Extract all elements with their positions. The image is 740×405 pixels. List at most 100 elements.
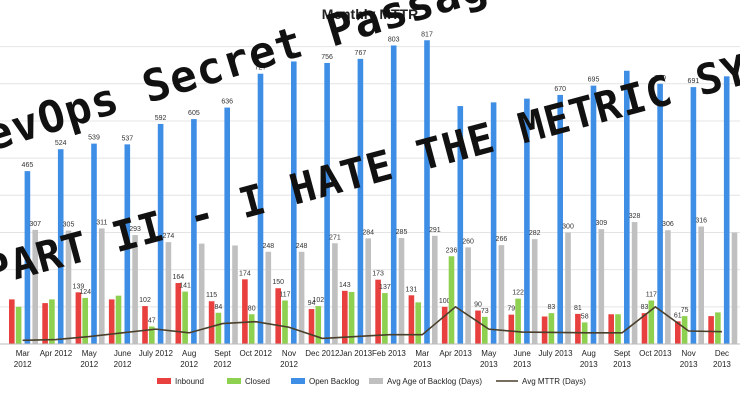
bar-open-backlog-12 bbox=[424, 40, 430, 344]
x-tick-label: 2012 bbox=[14, 360, 32, 369]
bar-closed-4 bbox=[149, 326, 155, 344]
bar-inbound-11 bbox=[375, 279, 381, 344]
x-tick-label: June bbox=[513, 349, 531, 358]
data-label: 291 bbox=[429, 227, 441, 234]
bar-avg-age-of-backlog-days--7 bbox=[265, 251, 272, 344]
bar-closed-2 bbox=[82, 297, 88, 344]
bar-inbound-6 bbox=[208, 301, 215, 344]
data-label: 143 bbox=[339, 282, 351, 289]
bar-closed-20 bbox=[681, 316, 688, 344]
bar-closed-0 bbox=[15, 306, 22, 344]
bar-open-backlog-20 bbox=[690, 87, 697, 344]
bar-avg-age-of-backlog-days--0 bbox=[32, 229, 38, 344]
bar-inbound-7 bbox=[242, 279, 248, 344]
bar-closed-9 bbox=[315, 306, 322, 344]
x-tick-label: 2012 bbox=[214, 360, 232, 369]
x-tick-label: Nov bbox=[682, 349, 696, 358]
bar-open-backlog-13 bbox=[457, 106, 464, 344]
data-label: 139 bbox=[73, 283, 85, 290]
data-label: 94 bbox=[308, 300, 316, 307]
bar-avg-age-of-backlog-days--1 bbox=[65, 230, 72, 344]
bar-avg-age-of-backlog-days--21 bbox=[731, 232, 738, 344]
bar-open-backlog-11 bbox=[390, 45, 397, 345]
data-label: 115 bbox=[206, 292, 217, 299]
bar-open-backlog-16 bbox=[557, 94, 563, 344]
data-label: 727 bbox=[255, 65, 267, 72]
x-tick-label: Dec bbox=[715, 349, 729, 358]
data-label: 284 bbox=[362, 229, 374, 236]
data-label: 83 bbox=[548, 304, 556, 311]
bar-avg-age-of-backlog-days--9 bbox=[332, 243, 338, 344]
x-tick-label: June bbox=[114, 349, 132, 358]
bar-inbound-18 bbox=[608, 314, 614, 344]
x-tick-label: Mar bbox=[16, 349, 30, 358]
data-label: 767 bbox=[355, 50, 367, 57]
bar-closed-13 bbox=[448, 256, 455, 344]
bar-closed-19 bbox=[648, 300, 655, 344]
data-label: 84 bbox=[215, 304, 223, 311]
data-label: 817 bbox=[421, 31, 433, 38]
data-label: 75 bbox=[681, 307, 689, 314]
bar-open-backlog-0 bbox=[24, 171, 31, 344]
x-tick-label: 2013 bbox=[480, 360, 498, 369]
data-label: 102 bbox=[312, 297, 324, 304]
data-label: 122 bbox=[512, 290, 524, 297]
bar-inbound-2 bbox=[75, 292, 82, 344]
bar-open-backlog-6 bbox=[224, 107, 230, 344]
bar-inbound-8 bbox=[275, 288, 281, 344]
data-label: 100 bbox=[439, 298, 451, 305]
x-tick-label: 2012 bbox=[114, 360, 132, 369]
bar-open-backlog-10 bbox=[357, 58, 364, 344]
data-label: 117 bbox=[279, 292, 290, 299]
bar-avg-age-of-backlog-days--19 bbox=[665, 230, 671, 344]
data-label: 141 bbox=[179, 283, 191, 290]
x-tick-label: 2013 bbox=[580, 360, 598, 369]
bar-open-backlog-9 bbox=[324, 62, 330, 344]
bar-inbound-15 bbox=[508, 314, 515, 344]
x-tick-label: Oct 2012 bbox=[240, 349, 273, 358]
data-label: 236 bbox=[446, 247, 458, 254]
bar-avg-age-of-backlog-days--16 bbox=[565, 232, 571, 344]
legend-swatch bbox=[227, 378, 241, 384]
data-label: 173 bbox=[372, 271, 384, 278]
bar-avg-age-of-backlog-days--6 bbox=[232, 245, 238, 344]
bar-open-backlog-17 bbox=[590, 85, 597, 344]
legend-swatch bbox=[157, 378, 171, 384]
bar-inbound-20 bbox=[675, 321, 681, 344]
data-label: 274 bbox=[163, 233, 175, 240]
data-label: 293 bbox=[129, 226, 141, 233]
data-label: 316 bbox=[695, 218, 707, 225]
data-label: 131 bbox=[406, 286, 418, 293]
data-label: 636 bbox=[221, 99, 233, 106]
bar-inbound-13 bbox=[441, 306, 448, 344]
x-tick-label: 2013 bbox=[513, 360, 531, 369]
bar-closed-11 bbox=[382, 293, 388, 344]
x-tick-label: Feb 2013 bbox=[372, 349, 406, 358]
bar-open-backlog-2 bbox=[91, 143, 97, 344]
data-label: 803 bbox=[388, 36, 400, 43]
x-tick-label: 2012 bbox=[80, 360, 98, 369]
data-label: 282 bbox=[529, 230, 541, 237]
bar-inbound-9 bbox=[308, 309, 315, 344]
x-tick-label: Aug bbox=[582, 349, 596, 358]
x-tick-label: May bbox=[481, 349, 496, 358]
bar-closed-3 bbox=[115, 295, 122, 344]
x-tick-label: July 2013 bbox=[538, 349, 573, 358]
legend-label: Closed bbox=[245, 377, 270, 386]
data-label: 81 bbox=[574, 305, 582, 312]
chart-title: Monthly MTTR bbox=[321, 6, 419, 22]
legend-swatch bbox=[291, 378, 305, 384]
data-label: 79 bbox=[507, 306, 515, 313]
x-tick-label: Oct 2013 bbox=[639, 349, 672, 358]
data-label: 311 bbox=[96, 219, 107, 226]
bar-inbound-5 bbox=[175, 283, 182, 344]
bar-closed-21 bbox=[715, 312, 721, 344]
bar-open-backlog-7 bbox=[257, 73, 264, 345]
x-tick-label: Aug bbox=[182, 349, 196, 358]
data-label: 695 bbox=[588, 77, 600, 84]
bar-inbound-4 bbox=[142, 306, 148, 344]
data-label: 260 bbox=[462, 238, 474, 245]
bar-avg-age-of-backlog-days--12 bbox=[432, 235, 438, 344]
